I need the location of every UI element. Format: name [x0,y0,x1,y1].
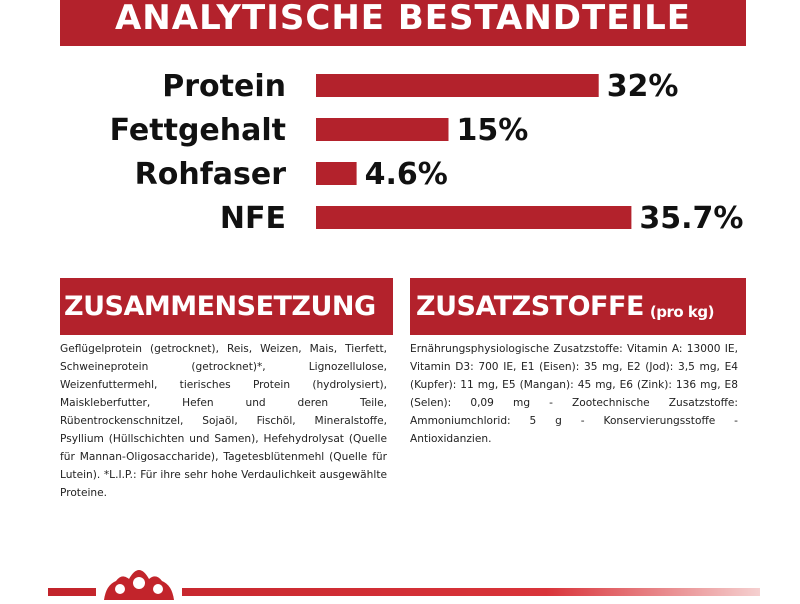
chart-title-banner: ANALYTISCHE BESTANDTEILE [60,0,746,46]
chart-title: ANALYTISCHE BESTANDTEILE [114,0,691,38]
composition-header: ZUSAMMENSETZUNG [60,278,393,335]
bar-rohfaser [316,162,357,185]
bar-nfe [316,206,632,229]
additives-text: Ernährungsphysiologische Zusatzstoffe: V… [410,343,738,445]
value-label-nfe: 35.7% [639,201,743,236]
category-label-nfe: NFE [220,201,286,236]
value-label-protein: 32% [607,69,679,104]
bar-protein [316,74,599,97]
category-label-rohfaser: Rohfaser [135,157,287,192]
crown-logo-icon [96,567,182,600]
composition-title: ZUSAMMENSETZUNG [64,291,376,322]
bar-fettgehalt [316,118,449,141]
nutrient-bar-chart: Protein 32% Fettgehalt 15% Rohfaser 4.6% NFE 35… [110,69,744,236]
additives-header: ZUSATZSTOFFE (pro kg) [410,278,746,335]
category-label-protein: Protein [162,69,286,104]
value-label-fettgehalt: 15% [457,113,529,148]
additives-title: ZUSATZSTOFFE [416,291,644,322]
additives-subtitle: (pro kg) [649,302,715,321]
category-label-fettgehalt: Fettgehalt [110,113,286,148]
footer-red-line [48,588,760,596]
composition-text: Geflügelprotein (getrocknet), Reis, Weiz… [60,343,387,499]
value-label-rohfaser: 4.6% [365,157,448,192]
